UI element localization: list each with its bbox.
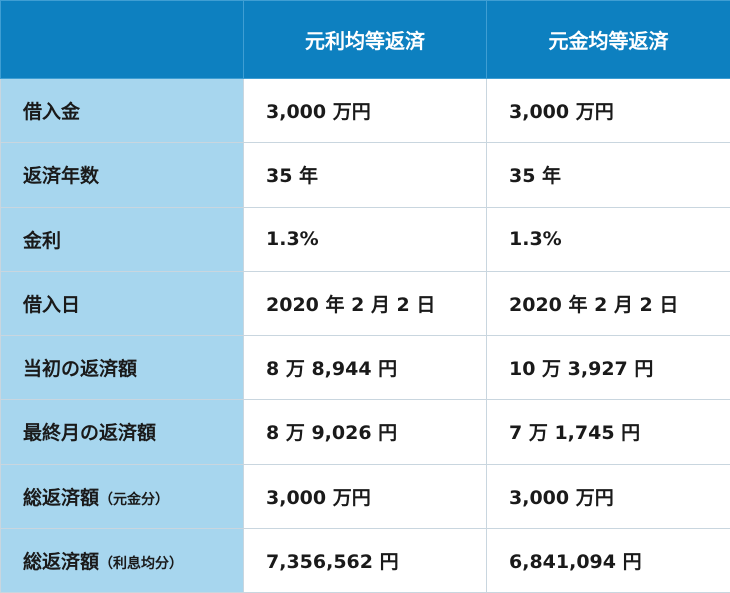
row-label-text: 総返済額 bbox=[23, 550, 100, 573]
equal-principal-value: 3,000 万円 bbox=[486, 463, 730, 529]
equal-principal-value: 7 万 1,745 円 bbox=[486, 399, 730, 465]
equal-payment-value: 2020 年 2 月 2 日 bbox=[243, 270, 487, 337]
equal-payment-value: 7,356,562 円 bbox=[243, 527, 487, 593]
row-label: 総返済額（利息均分） bbox=[0, 527, 244, 593]
row-label-text: 最終月の返済額 bbox=[23, 422, 157, 445]
row-label-text: 借入日 bbox=[23, 293, 81, 316]
row-label: 返済年数 bbox=[0, 142, 244, 208]
table-row: 借入日 2020 年 2 月 2 日 2020 年 2 月 2 日 bbox=[0, 270, 730, 337]
row-label: 当初の返済額 bbox=[0, 334, 244, 401]
row-label-text: 当初の返済額 bbox=[23, 358, 138, 381]
table-row: 総返済額（元金分） 3,000 万円 3,000 万円 bbox=[0, 463, 730, 529]
row-label: 借入日 bbox=[0, 270, 244, 337]
table-row: 最終月の返済額 8 万 9,026 円 7 万 1,745 円 bbox=[0, 399, 730, 465]
row-label: 総返済額（元金分） bbox=[0, 463, 244, 529]
equal-principal-value: 6,841,094 円 bbox=[486, 527, 730, 593]
equal-principal-value: 35 年 bbox=[486, 142, 730, 208]
equal-payment-value: 1.3% bbox=[243, 206, 487, 272]
header-corner-cell bbox=[0, 0, 244, 79]
equal-principal-value: 10 万 3,927 円 bbox=[486, 334, 730, 401]
row-label-sub: （利息均分） bbox=[99, 555, 184, 572]
row-label-text: 金利 bbox=[23, 229, 62, 252]
header-row: 元利均等返済 元金均等返済 bbox=[0, 0, 730, 79]
table-row: 借入金 3,000 万円 3,000 万円 bbox=[0, 77, 730, 144]
row-label: 最終月の返済額 bbox=[0, 399, 244, 465]
header-equal-payment: 元利均等返済 bbox=[243, 0, 487, 79]
equal-payment-value: 8 万 9,026 円 bbox=[243, 399, 487, 465]
table-row: 返済年数 35 年 35 年 bbox=[0, 142, 730, 208]
equal-principal-value: 2020 年 2 月 2 日 bbox=[486, 270, 730, 337]
equal-payment-value: 3,000 万円 bbox=[243, 77, 487, 144]
row-label-sub: （元金分） bbox=[99, 491, 170, 508]
row-label: 借入金 bbox=[0, 77, 244, 144]
equal-principal-value: 3,000 万円 bbox=[486, 77, 730, 144]
equal-principal-value: 1.3% bbox=[486, 206, 730, 272]
header-equal-principal: 元金均等返済 bbox=[486, 0, 730, 79]
row-label-text: 返済年数 bbox=[23, 165, 100, 188]
table-row: 総返済額（利息均分） 7,356,562 円 6,841,094 円 bbox=[0, 527, 730, 593]
equal-payment-value: 8 万 8,944 円 bbox=[243, 334, 487, 401]
table-row: 金利 1.3% 1.3% bbox=[0, 206, 730, 272]
row-label-text: 総返済額 bbox=[23, 486, 100, 509]
row-label-text: 借入金 bbox=[23, 101, 81, 124]
table-row: 当初の返済額 8 万 8,944 円 10 万 3,927 円 bbox=[0, 334, 730, 401]
equal-payment-value: 3,000 万円 bbox=[243, 463, 487, 529]
row-label: 金利 bbox=[0, 206, 244, 272]
equal-payment-value: 35 年 bbox=[243, 142, 487, 208]
